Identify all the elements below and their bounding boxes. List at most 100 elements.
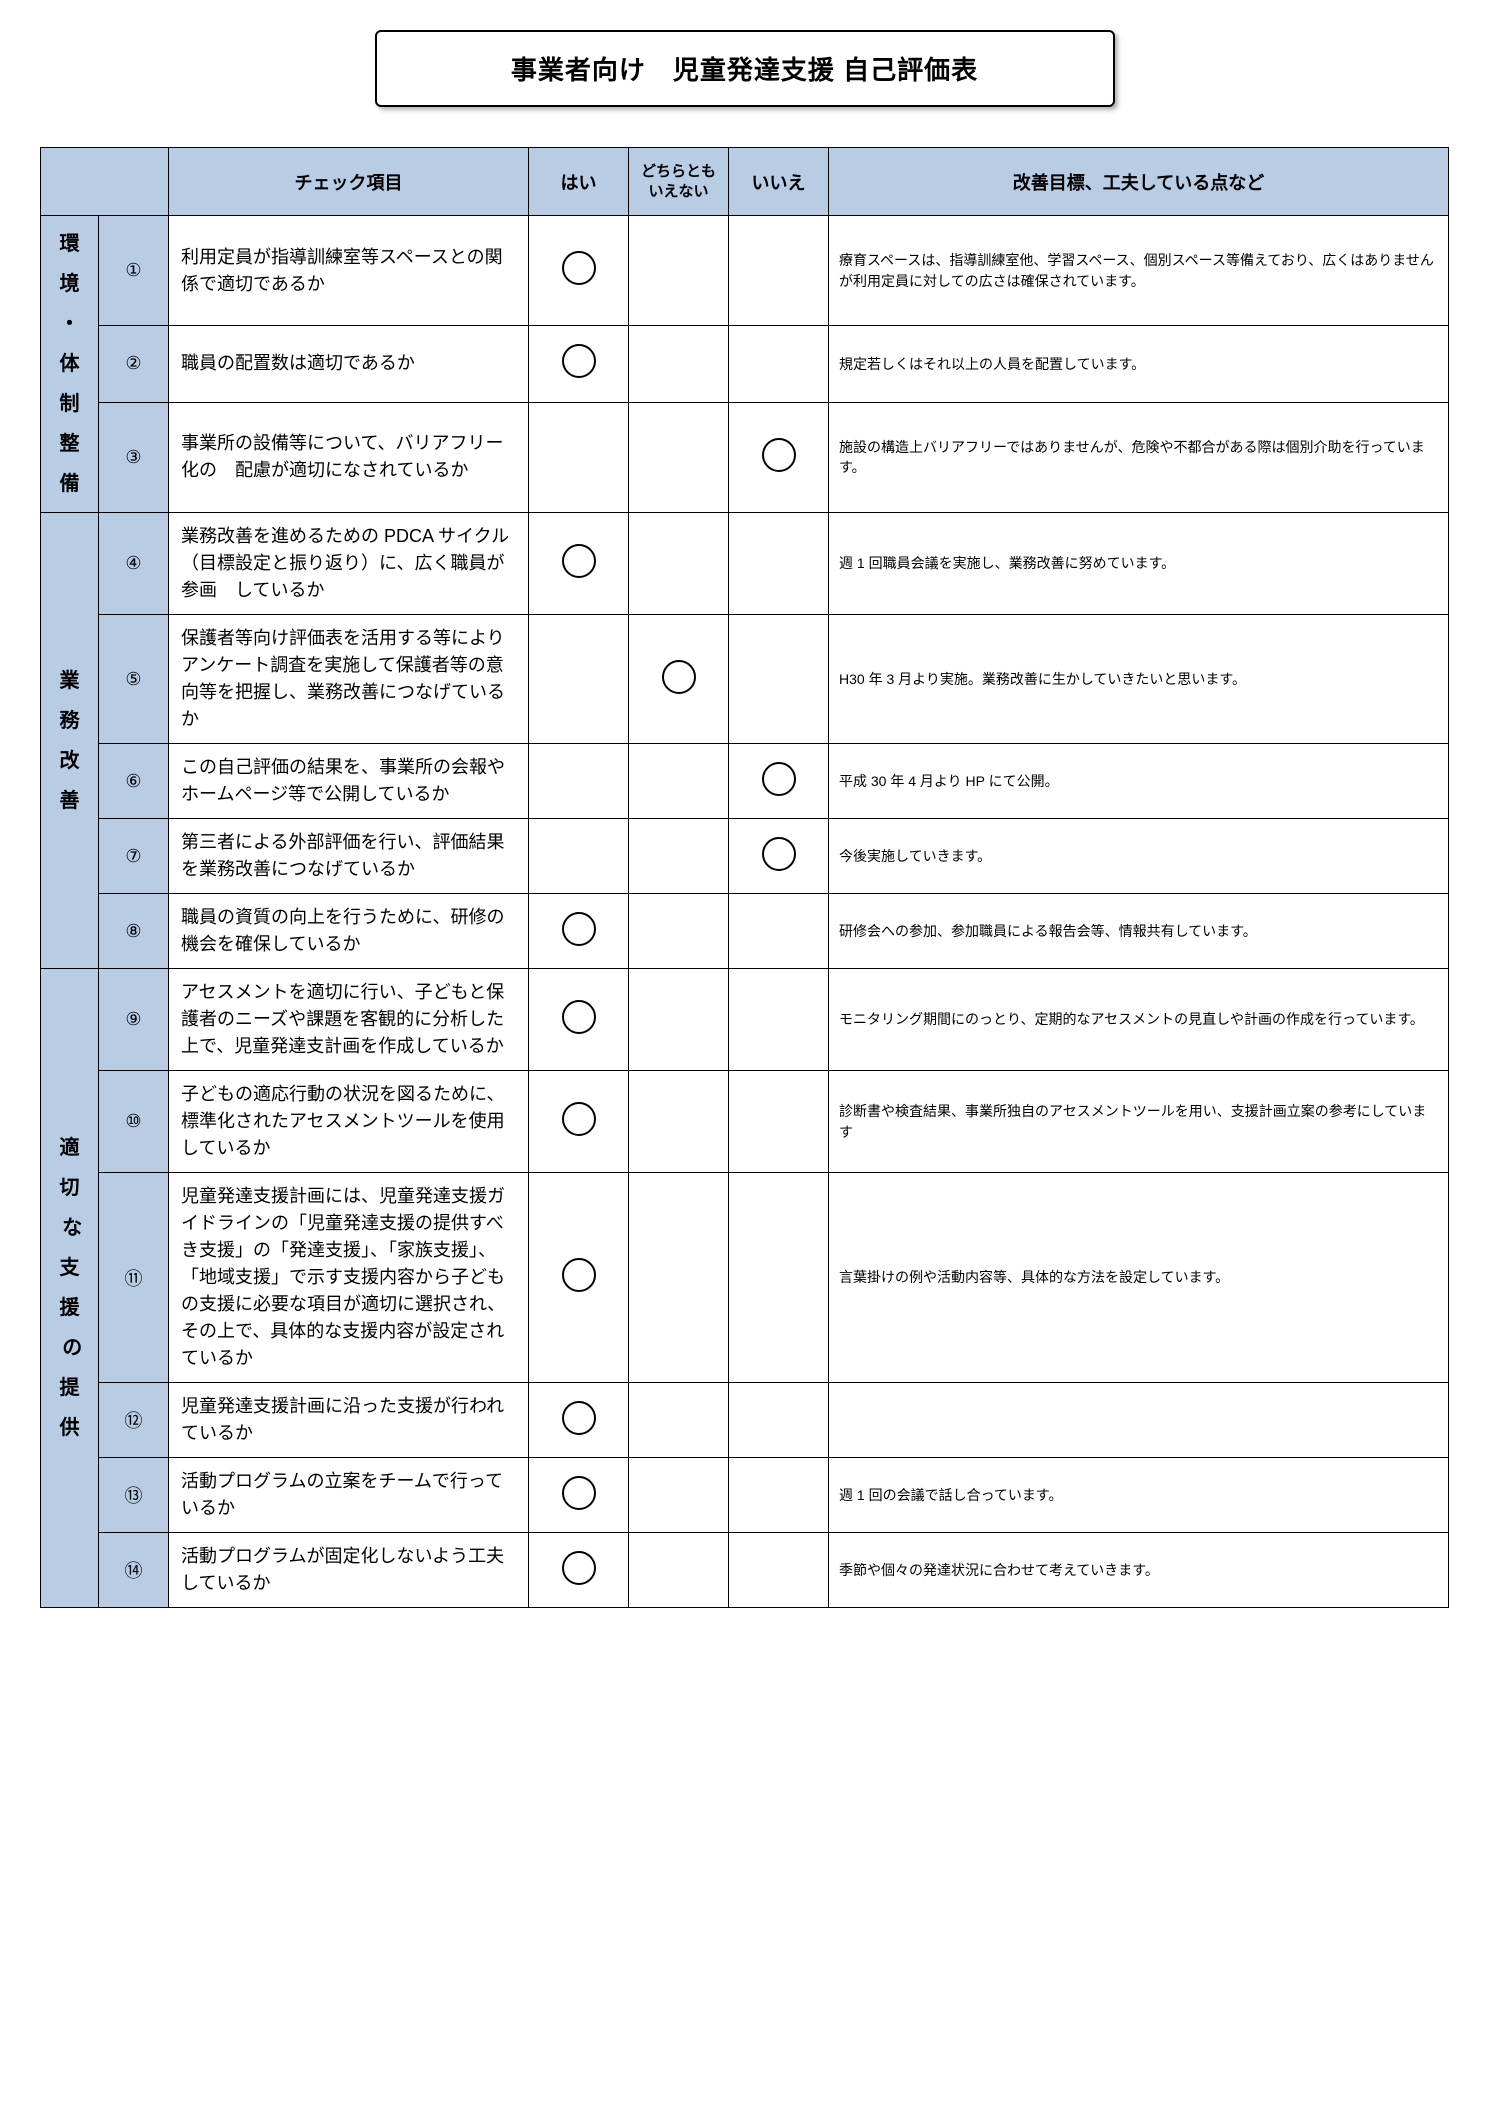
check-item-text: 職員の資質の向上を行うために、研修の機会を確保しているか	[169, 894, 529, 969]
comment-text: 療育スペースは、指導訓練室他、学習スペース、個別スペース等備えており、広くはあり…	[829, 216, 1449, 326]
category-cell: 適 切 な 支 援 の 提 供	[41, 969, 99, 1608]
mark-no	[729, 1383, 829, 1458]
mark-neither	[629, 402, 729, 512]
check-item-text: 活動プログラムが固定化しないよう工夫しているか	[169, 1533, 529, 1608]
mark-yes	[529, 744, 629, 819]
mark-no	[729, 326, 829, 402]
mark-no	[729, 1458, 829, 1533]
mark-neither	[629, 326, 729, 402]
circle-mark-icon	[762, 837, 796, 871]
table-row: ⑬活動プログラムの立案をチームで行っているか 週 1 回の会議で話し合っています。	[41, 1458, 1449, 1533]
comment-text: 週 1 回の会議で話し合っています。	[829, 1458, 1449, 1533]
header-neither: どちらとも いえない	[629, 148, 729, 216]
mark-yes	[529, 1458, 629, 1533]
header-check-item: チェック項目	[169, 148, 529, 216]
row-number: ①	[99, 216, 169, 326]
check-item-text: 子どもの適応行動の状況を図るために、標準化されたアセスメントツールを使用している…	[169, 1071, 529, 1173]
mark-yes	[529, 1071, 629, 1173]
table-row: ⑦第三者による外部評価を行い、評価結果を業務改善につなげているか今後実施していき…	[41, 819, 1449, 894]
check-item-text: この自己評価の結果を、事業所の会報やホームページ等で公開しているか	[169, 744, 529, 819]
mark-yes	[529, 894, 629, 969]
header-blank	[41, 148, 169, 216]
header-row: チェック項目 はい どちらとも いえない いいえ 改善目標、工夫している点など	[41, 148, 1449, 216]
comment-text: 言葉掛けの例や活動内容等、具体的な方法を設定しています。	[829, 1173, 1449, 1383]
row-number: ⑫	[99, 1383, 169, 1458]
circle-mark-icon	[662, 660, 696, 694]
circle-mark-icon	[562, 1551, 596, 1585]
check-item-text: 職員の配置数は適切であるか	[169, 326, 529, 402]
table-row: ⑤保護者等向け評価表を活用する等によりアンケート調査を実施して保護者等の意向等を…	[41, 615, 1449, 744]
check-item-text: 活動プログラムの立案をチームで行っているか	[169, 1458, 529, 1533]
table-row: ⑭活動プログラムが固定化しないよう工夫しているか 季節や個々の発達状況に合わせて考…	[41, 1533, 1449, 1608]
mark-no	[729, 1533, 829, 1608]
comment-text: 診断書や検査結果、事業所独自のアセスメントツールを用い、支援計画立案の参考にして…	[829, 1071, 1449, 1173]
mark-neither	[629, 216, 729, 326]
mark-neither	[629, 1383, 729, 1458]
table-row: 業 務 改 善④業務改善を進めるための PDCA サイクル（目標設定と振り返り）…	[41, 513, 1449, 615]
row-number: ⑧	[99, 894, 169, 969]
check-item-text: 業務改善を進めるための PDCA サイクル（目標設定と振り返り）に、広く職員が参…	[169, 513, 529, 615]
mark-yes	[529, 513, 629, 615]
circle-mark-icon	[562, 912, 596, 946]
mark-no	[729, 216, 829, 326]
comment-text: 研修会への参加、参加職員による報告会等、情報共有しています。	[829, 894, 1449, 969]
header-notes: 改善目標、工夫している点など	[829, 148, 1449, 216]
circle-mark-icon	[562, 344, 596, 378]
mark-neither	[629, 819, 729, 894]
row-number: ⑥	[99, 744, 169, 819]
mark-no	[729, 1173, 829, 1383]
mark-yes	[529, 969, 629, 1071]
comment-text: H30 年 3 月より実施。業務改善に生かしていきたいと思います。	[829, 615, 1449, 744]
check-item-text: 児童発達支援計画には、児童発達支援ガイドラインの「児童発達支援の提供すべき支援」…	[169, 1173, 529, 1383]
mark-yes	[529, 1533, 629, 1608]
comment-text: 規定若しくはそれ以上の人員を配置しています。	[829, 326, 1449, 402]
circle-mark-icon	[562, 1401, 596, 1435]
mark-neither	[629, 1458, 729, 1533]
category-label: 環 境 ・ 体 制 整 備	[60, 224, 80, 504]
comment-text: 今後実施していきます。	[829, 819, 1449, 894]
category-cell: 環 境 ・ 体 制 整 備	[41, 216, 99, 513]
table-row: ⑧職員の資質の向上を行うために、研修の機会を確保しているか 研修会への参加、参加職…	[41, 894, 1449, 969]
comment-text: 週 1 回職員会議を実施し、業務改善に努めています。	[829, 513, 1449, 615]
evaluation-table: チェック項目 はい どちらとも いえない いいえ 改善目標、工夫している点など …	[40, 147, 1449, 1608]
table-row: ②職員の配置数は適切であるか 規定若しくはそれ以上の人員を配置しています。	[41, 326, 1449, 402]
row-number: ③	[99, 402, 169, 512]
comment-text: 季節や個々の発達状況に合わせて考えていきます。	[829, 1533, 1449, 1608]
row-number: ⑬	[99, 1458, 169, 1533]
mark-yes	[529, 326, 629, 402]
circle-mark-icon	[562, 1476, 596, 1510]
row-number: ⑩	[99, 1071, 169, 1173]
mark-no	[729, 615, 829, 744]
mark-yes	[529, 216, 629, 326]
row-number: ⑨	[99, 969, 169, 1071]
comment-text	[829, 1383, 1449, 1458]
mark-no	[729, 819, 829, 894]
mark-neither	[629, 894, 729, 969]
category-label: 業 務 改 善	[60, 661, 80, 821]
header-no: いいえ	[729, 148, 829, 216]
row-number: ⑪	[99, 1173, 169, 1383]
circle-mark-icon	[562, 1258, 596, 1292]
mark-yes	[529, 1173, 629, 1383]
mark-no	[729, 969, 829, 1071]
comment-text: 施設の構造上バリアフリーではありませんが、危険や不都合がある際は個別介助を行って…	[829, 402, 1449, 512]
circle-mark-icon	[562, 1000, 596, 1034]
page-title: 事業者向け 児童発達支援 自己評価表	[397, 50, 1093, 87]
row-number: ⑦	[99, 819, 169, 894]
comment-text: モニタリング期間にのっとり、定期的なアセスメントの見直しや計画の作成を行っていま…	[829, 969, 1449, 1071]
mark-no	[729, 402, 829, 512]
row-number: ④	[99, 513, 169, 615]
row-number: ⑭	[99, 1533, 169, 1608]
mark-no	[729, 744, 829, 819]
mark-neither	[629, 1173, 729, 1383]
mark-no	[729, 1071, 829, 1173]
table-row: ⑫児童発達支援計画に沿った支援が行われているか	[41, 1383, 1449, 1458]
title-box: 事業者向け 児童発達支援 自己評価表	[375, 30, 1115, 107]
circle-mark-icon	[762, 762, 796, 796]
row-number: ②	[99, 326, 169, 402]
table-row: ⑪児童発達支援計画には、児童発達支援ガイドラインの「児童発達支援の提供すべき支援…	[41, 1173, 1449, 1383]
mark-yes	[529, 402, 629, 512]
circle-mark-icon	[762, 438, 796, 472]
header-yes: はい	[529, 148, 629, 216]
row-number: ⑤	[99, 615, 169, 744]
